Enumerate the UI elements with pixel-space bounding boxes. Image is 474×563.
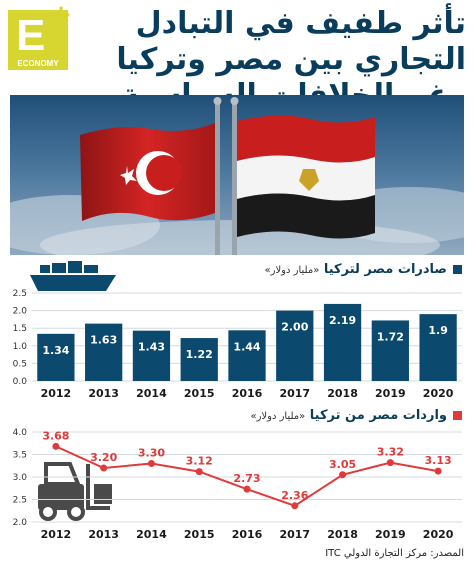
imports-xtick: 2019 <box>375 528 406 541</box>
cargo-ship-icon <box>30 261 116 291</box>
exports-xtick: 2012 <box>41 387 72 400</box>
imports-ytick: 3.0 <box>13 473 28 483</box>
exports-value-label: 1.43 <box>138 341 165 354</box>
exports-value-label: 1.63 <box>90 334 117 347</box>
exports-bar <box>228 330 266 381</box>
exports-ytick: 0.5 <box>13 359 27 369</box>
exports-xtick: 2013 <box>88 387 119 400</box>
imports-xtick: 2020 <box>423 528 454 541</box>
exports-bar <box>37 333 75 381</box>
imports-value-label: 3.12 <box>186 455 213 468</box>
exports-value-label: 2.00 <box>281 321 308 334</box>
imports-xtick: 2016 <box>232 528 263 541</box>
imports-ytick: 3.5 <box>13 451 27 461</box>
imports-ytick: 4.0 <box>13 428 28 438</box>
exports-bar <box>323 303 362 381</box>
imports-xtick: 2015 <box>184 528 215 541</box>
logo-word: ECONOMY <box>17 59 59 68</box>
imports-point <box>147 460 155 467</box>
exports-value-label: 1.34 <box>42 344 69 357</box>
imports-xtick: 2018 <box>327 528 358 541</box>
exports-marker <box>453 265 462 274</box>
source-note: المصدر: مركز التجارة الدولي ITC <box>325 548 464 559</box>
exports-bar-chart: 0.0 0.5 1.0 1.5 2.0 2.5 1.34 2012 1.63 2013 1.43 2… <box>13 261 462 400</box>
exports-ytick: 1.0 <box>13 342 28 352</box>
exports-xtick: 2014 <box>136 387 167 400</box>
imports-xtick: 2014 <box>136 528 167 541</box>
imports-value-label: 3.20 <box>90 451 117 464</box>
exports-xtick: 2019 <box>375 387 406 400</box>
imports-point <box>243 485 251 493</box>
exports-xtick: 2018 <box>327 387 358 400</box>
imports-xtick: 2017 <box>279 528 310 541</box>
imports-line-chart: 2.0 2.5 3.0 3.5 4.0 3.68 2012 3.20 2013 3.30 2014… <box>13 428 462 541</box>
exports-xtick: 2020 <box>423 387 454 400</box>
flags-photo <box>10 95 464 255</box>
exports-ytick: 1.5 <box>13 324 27 334</box>
exports-ytick: 2.0 <box>13 307 28 317</box>
imports-value-label: 3.13 <box>425 454 452 467</box>
exports-value-label: 1.44 <box>233 340 260 353</box>
imports-unit: «مليار دولار» <box>250 411 306 422</box>
exports-xtick: 2015 <box>184 387 215 400</box>
imports-chart-label: واردات مصر من تركيا «مليار دولار» <box>250 408 462 423</box>
exports-bar <box>419 314 457 381</box>
exports-value-label: 2.19 <box>329 314 356 327</box>
imports-value-label: 3.05 <box>329 458 356 471</box>
imports-point <box>100 464 108 472</box>
exports-value-label: 1.72 <box>377 330 404 343</box>
exports-title: صادرات مصر لتركيا <box>323 262 447 277</box>
imports-ytick: 2.5 <box>13 496 27 506</box>
imports-point <box>386 459 394 467</box>
imports-point <box>195 468 203 476</box>
imports-xtick: 2013 <box>88 528 119 541</box>
logo-plus: + <box>50 0 72 30</box>
exports-bar <box>132 330 171 381</box>
imports-value-label: 2.36 <box>281 489 308 502</box>
imports-value-label: 3.30 <box>138 447 165 460</box>
imports-title: واردات مصر من تركيا <box>309 408 447 423</box>
logo-letter: E <box>16 11 46 60</box>
imports-ytick: 2.0 <box>13 518 28 528</box>
forklift-icon <box>38 462 112 521</box>
exports-xtick: 2016 <box>232 387 263 400</box>
exports-ytick: 0.0 <box>13 377 28 387</box>
brand-logo: E + ECONOMY <box>8 2 72 70</box>
imports-value-label: 3.32 <box>377 446 404 459</box>
exports-bar <box>180 338 218 381</box>
exports-value-label: 1.22 <box>186 348 213 361</box>
imports-marker <box>453 411 462 420</box>
exports-chart-label: صادرات مصر لتركيا «مليار دولار» <box>265 262 462 277</box>
exports-ytick: 2.5 <box>13 289 27 299</box>
exports-value-label: 1.9 <box>428 324 448 337</box>
imports-value-label: 3.68 <box>42 429 69 442</box>
imports-point <box>52 442 60 450</box>
exports-xtick: 2017 <box>279 387 310 400</box>
imports-value-label: 2.73 <box>233 472 260 485</box>
imports-point <box>291 502 299 510</box>
exports-bar <box>276 310 314 381</box>
imports-xtick: 2012 <box>41 528 72 541</box>
imports-point <box>434 467 442 475</box>
exports-bar <box>371 320 409 381</box>
exports-bar <box>85 323 123 381</box>
exports-unit: «مليار دولار» <box>264 265 320 276</box>
imports-point <box>339 471 347 479</box>
